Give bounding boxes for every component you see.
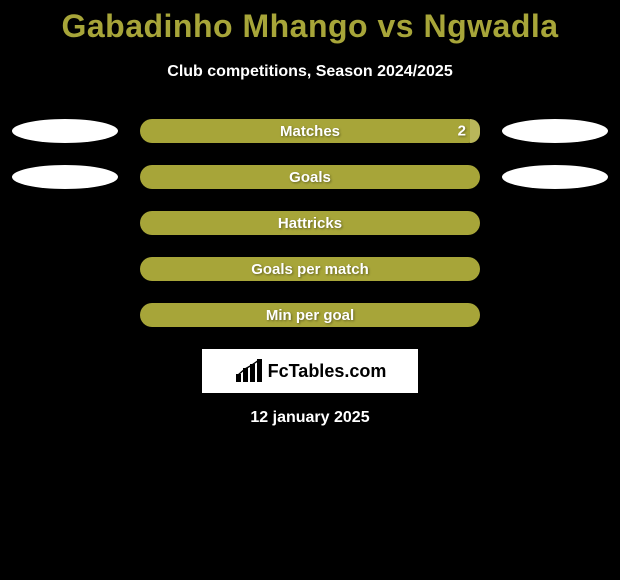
page-subtitle: Club competitions, Season 2024/2025 [0,63,620,81]
logo-box: FcTables.com [202,349,418,393]
stat-pill: Goals [140,165,480,189]
stat-rows: Matches 2 Goals Hattricks Goals per match Min… [0,119,620,327]
stat-label: Matches [280,123,340,140]
right-ellipse [502,119,608,143]
stat-row: Matches 2 [6,119,614,143]
stat-label: Goals [289,169,331,186]
page-title: Gabadinho Mhango vs Ngwadla [0,0,620,45]
right-ellipse [502,165,608,189]
stat-row: Hattricks [6,211,614,235]
stat-pill: Hattricks [140,211,480,235]
stat-pill: Min per goal [140,303,480,327]
stat-label: Hattricks [278,215,342,232]
date-text: 12 january 2025 [0,409,620,427]
stat-value-right: 2 [458,123,466,140]
logo-text: FcTables.com [268,361,387,382]
stat-label: Goals per match [251,261,369,278]
left-ellipse [12,119,118,143]
bars-icon [234,358,264,384]
stat-label: Min per goal [266,307,354,324]
stat-pill: Goals per match [140,257,480,281]
stat-row: Goals [6,165,614,189]
stat-row: Goals per match [6,257,614,281]
comparison-infographic: Gabadinho Mhango vs Ngwadla Club competi… [0,0,620,580]
left-ellipse [12,165,118,189]
stat-row: Min per goal [6,303,614,327]
stat-pill: Matches 2 [140,119,480,143]
